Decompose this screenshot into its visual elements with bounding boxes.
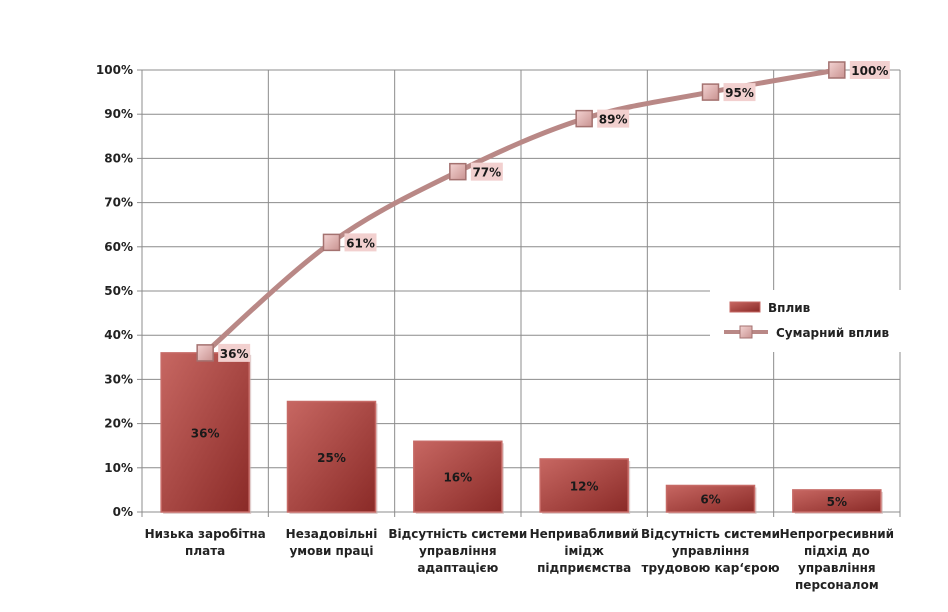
y-tick-label: 90% (104, 107, 133, 121)
bar-data-label: 5% (827, 495, 847, 509)
bar (160, 352, 250, 513)
cumulative-line-series (196, 61, 846, 362)
y-tick-label: 30% (104, 372, 133, 386)
line-marker (322, 233, 341, 252)
x-category-label: Непривабливий імідж підприємства (530, 527, 639, 575)
legend-label-bar: Вплив (768, 301, 811, 315)
x-category-label: Непрогресивний підхід до управління персона… (780, 527, 895, 592)
bar-data-labels: 36% 25% 16% 12% 6% 5% (191, 426, 847, 509)
line-marker (701, 83, 720, 101)
line-data-label: 89% (599, 113, 628, 127)
line-label-bg (723, 83, 756, 102)
y-tick-label: 60% (104, 240, 133, 254)
bar (413, 440, 503, 513)
legend-swatch-marker (739, 325, 753, 339)
line-label-bg (849, 61, 890, 79)
line-data-label: 100% (851, 64, 888, 78)
x-category-label: Відсутність системи управління трудовою ка… (641, 527, 780, 575)
x-category-label: Низька заробітна плата (145, 527, 266, 558)
line-data-label: 61% (346, 236, 375, 250)
line-data-label: 36% (220, 347, 249, 361)
bar (665, 484, 756, 513)
bar-series (160, 352, 883, 514)
line-marker (196, 344, 214, 362)
y-tick-label: 10% (104, 461, 133, 475)
bar-data-label: 12% (570, 479, 599, 493)
line-data-label: 95% (725, 86, 754, 100)
legend-label-line: Сумарний вплив (776, 326, 889, 340)
bar-data-label: 25% (317, 451, 346, 465)
line-label-bg (470, 162, 503, 181)
line-marker (575, 109, 593, 128)
x-category-label: Відсутність системи управління адаптацією (388, 527, 527, 575)
y-tick-label: 40% (104, 328, 133, 342)
line-data-labels: 36% 61% 77% 89% 95% 100% (218, 61, 890, 362)
x-axis: Низька заробітна плата Незадовільні умови п… (141, 512, 901, 592)
line-data-label: 77% (472, 166, 501, 180)
y-tick-label: 0% (113, 505, 133, 519)
line-label-bg (597, 109, 630, 128)
y-tick-label: 100% (96, 63, 133, 77)
line-marker (828, 61, 846, 79)
x-category-label: Незадовільні умови праці (286, 527, 378, 558)
legend-box (710, 290, 902, 352)
y-tick-label: 80% (104, 151, 133, 165)
line-label-bg (344, 233, 377, 252)
bar (539, 458, 629, 513)
bar-data-label: 16% (443, 471, 472, 485)
cumulative-line (202, 67, 840, 356)
y-tick-label: 70% (104, 196, 133, 210)
legend: Вплив Сумарний вплив (710, 290, 902, 352)
line-marker (449, 162, 467, 181)
bar-data-label: 6% (700, 493, 720, 507)
y-axis: 0% 10% 20% 30% 40% 50% 60% 70% 80% 90% 100% (96, 63, 142, 519)
y-tick-label: 20% (104, 417, 133, 431)
bar (792, 489, 882, 513)
line-label-bg (218, 343, 251, 362)
legend-swatch-bar (729, 301, 761, 313)
bar (286, 400, 377, 513)
y-tick-label: 50% (104, 284, 133, 298)
bar-data-label: 36% (191, 426, 220, 440)
